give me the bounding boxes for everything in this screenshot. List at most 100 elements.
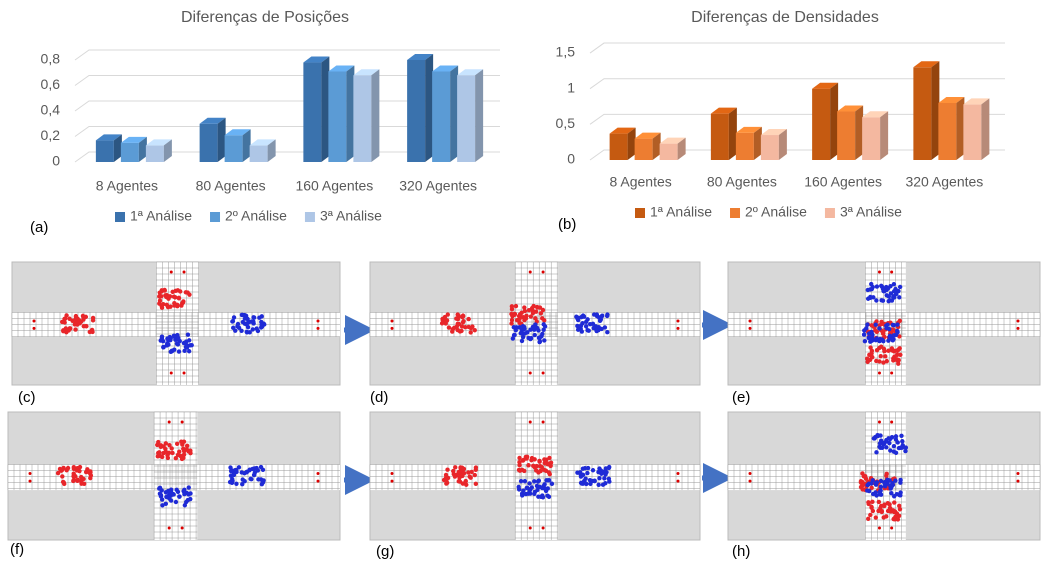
agent (538, 311, 544, 316)
agent (881, 360, 886, 365)
agent (230, 319, 235, 324)
agent (155, 454, 160, 459)
agent (163, 293, 168, 298)
agent (244, 330, 250, 335)
agent (893, 478, 898, 483)
agent (874, 450, 879, 455)
y-tick-label: 0,4 (41, 102, 61, 118)
simulation-panel (369, 261, 701, 386)
agent (879, 445, 885, 450)
agent (892, 500, 897, 505)
agent (184, 343, 189, 348)
agent (537, 339, 543, 344)
goal-dot (390, 479, 394, 483)
agent (510, 313, 515, 319)
agent (244, 322, 249, 327)
agent (898, 477, 903, 483)
agent (250, 327, 255, 332)
agent (231, 472, 237, 478)
agent (175, 304, 180, 309)
agent (529, 305, 535, 311)
legend-label: 3ª Análise (840, 204, 902, 220)
agent (547, 455, 552, 461)
y-tick-label: 1,5 (556, 44, 576, 60)
agent (452, 325, 457, 331)
agent (446, 325, 452, 330)
agent (168, 304, 173, 309)
agent (242, 312, 247, 318)
agent (472, 472, 477, 478)
agent (527, 481, 532, 486)
agent (161, 344, 166, 350)
agent (188, 448, 193, 453)
agent (543, 468, 549, 473)
agent (594, 328, 599, 333)
agent (89, 327, 95, 333)
agent (454, 472, 459, 478)
legend-label: 2º Análise (225, 208, 287, 224)
panel-label: (e) (732, 389, 750, 406)
bar-front (862, 117, 881, 160)
agent (249, 476, 254, 482)
agent (867, 488, 872, 494)
bar-front (353, 75, 372, 162)
goal-dot (890, 526, 894, 530)
agent (231, 315, 237, 320)
bar (95, 134, 122, 162)
agent (163, 501, 169, 507)
agent (882, 503, 887, 509)
agent (532, 332, 537, 338)
agent (79, 481, 84, 486)
legend-swatch (304, 212, 315, 222)
bar (249, 139, 276, 162)
agent (895, 440, 900, 445)
agent (880, 298, 886, 303)
agent (159, 288, 165, 294)
agent (894, 332, 899, 338)
agent (892, 289, 898, 294)
x-tick-label: 160 Agentes (295, 178, 373, 194)
agent (874, 493, 879, 498)
bar (328, 65, 355, 162)
agent (65, 465, 71, 471)
agent (178, 289, 183, 294)
goal-dot (316, 479, 320, 483)
agent (189, 342, 194, 348)
agent (67, 316, 72, 321)
agent (879, 319, 884, 325)
agent (873, 337, 878, 343)
agent (546, 478, 551, 483)
agent (529, 485, 535, 490)
bar (812, 82, 839, 160)
agent (259, 322, 264, 327)
agent (254, 465, 259, 471)
goal-dot (877, 420, 881, 424)
agent (522, 308, 528, 314)
agent (466, 324, 471, 330)
agent (182, 348, 187, 354)
agent (461, 470, 467, 476)
agent (62, 481, 67, 487)
agent (464, 482, 469, 487)
bar-front (95, 140, 114, 162)
bar-top (407, 54, 434, 60)
agent (575, 315, 581, 320)
agent (158, 492, 164, 498)
agent (887, 502, 892, 507)
agent (174, 487, 179, 493)
bar (963, 98, 990, 160)
agent (535, 487, 540, 493)
agent (473, 481, 479, 487)
agent (242, 479, 247, 484)
agent (165, 341, 170, 346)
agent (520, 493, 525, 498)
agent (591, 312, 597, 317)
bar-top (609, 127, 636, 134)
agent (530, 324, 536, 330)
agent (164, 302, 170, 308)
agent (67, 326, 72, 331)
agent (897, 507, 903, 512)
agent (234, 467, 239, 473)
agent (580, 466, 586, 471)
agent (445, 312, 450, 317)
